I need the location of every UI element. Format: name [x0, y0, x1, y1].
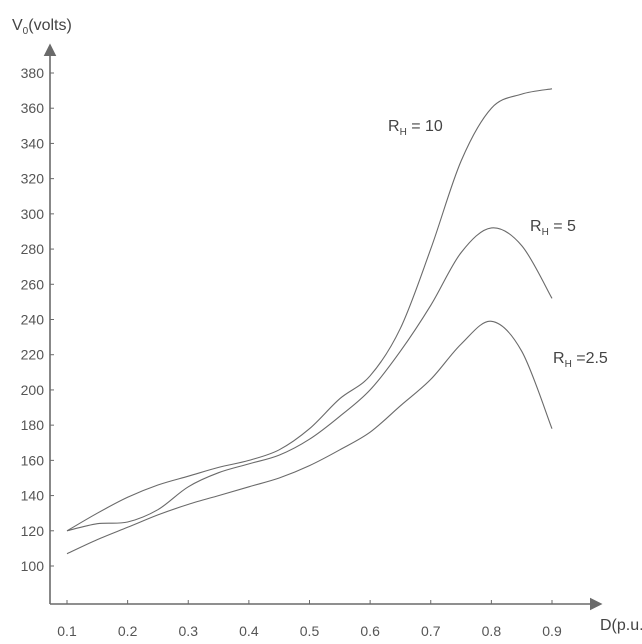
x-tick-label: 0.5 [300, 623, 320, 639]
x-tick-label: 0.7 [421, 623, 441, 639]
series-label-subscript: H [400, 127, 407, 138]
series-label-rh-2-5: RH =2.5 [553, 350, 608, 370]
y-tick-label: 240 [21, 312, 45, 328]
y-axis-title: V0(volts) [12, 17, 72, 37]
x-tick-label: 0.9 [542, 623, 562, 639]
x-tick-label: 0.6 [360, 623, 380, 639]
x-tick-label: 0.8 [482, 623, 502, 639]
x-tick-label: 0.2 [118, 623, 138, 639]
y-axis-title-subscript: 0 [23, 26, 29, 37]
series-line-rh-5 [66, 227, 553, 532]
series-group [66, 88, 553, 555]
series-line-rh-10 [66, 88, 553, 532]
y-tick-label: 160 [21, 452, 45, 468]
y-tick-label: 300 [21, 206, 45, 222]
y-tick-label: 360 [21, 100, 45, 116]
y-tick-label: 280 [21, 241, 45, 257]
y-tick-label: 200 [21, 382, 45, 398]
y-tick-label: 120 [21, 523, 45, 539]
series-label-main: R [388, 118, 400, 135]
series-label-main: R [530, 218, 542, 235]
y-axis-title-unit: (volts) [28, 17, 72, 34]
y-tick-label: 320 [21, 171, 45, 187]
y-tick-label: 180 [21, 417, 45, 433]
series-label-value: = 5 [549, 218, 576, 235]
x-tick-label: 0.4 [239, 623, 259, 639]
x-tick-label: 0.1 [57, 623, 77, 639]
y-tick-label: 100 [21, 558, 45, 574]
x-tick-group: 0.1 0.2 0.3 0.4 0.5 0.6 0.7 0.8 0.9 [57, 600, 562, 639]
y-tick-label: 140 [21, 488, 45, 504]
y-tick-label: 220 [21, 347, 45, 363]
series-label-subscript: H [565, 359, 572, 370]
y-tick-label: 340 [21, 135, 45, 151]
series-label-value: = 10 [407, 118, 443, 135]
x-axis-title: D(p.u.) [600, 617, 642, 634]
series-label-rh-5: RH = 5 [530, 218, 576, 238]
x-tick-label: 0.3 [179, 623, 199, 639]
y-axis-title-main: V [12, 17, 23, 34]
axes [43, 43, 603, 611]
y-tick-label: 260 [21, 276, 45, 292]
y-tick-group: 100 120 140 160 180 200 220 240 260 280 300 320 340 3… [21, 65, 54, 574]
series-label-main: R [553, 350, 565, 367]
series-label-subscript: H [542, 227, 549, 238]
series-label-value: =2.5 [572, 350, 608, 367]
series-label-rh-10: RH = 10 [388, 118, 443, 138]
series-line-rh-2-5 [66, 320, 553, 555]
y-tick-label: 380 [21, 65, 45, 81]
